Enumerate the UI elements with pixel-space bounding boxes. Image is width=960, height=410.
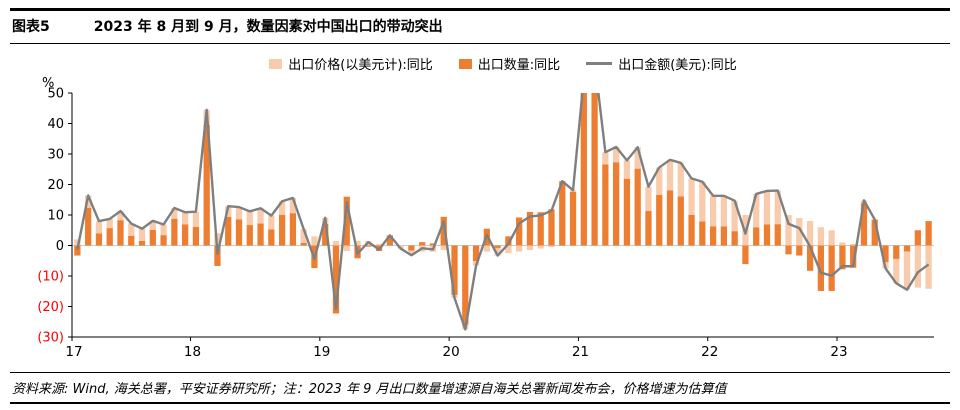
svg-text:22: 22 bbox=[701, 344, 718, 360]
legend-item-export-quantity: 出口数量:同比 bbox=[458, 54, 561, 73]
chart-canvas: 50 40 30 20 10 0 (10) (20) (30)17 18 19 20 21 22 23% bbox=[37, 76, 934, 360]
svg-text:0: 0 bbox=[56, 239, 64, 254]
legend-label-price: 出口价格(以美元计):同比 bbox=[288, 58, 433, 73]
svg-text:18: 18 bbox=[184, 344, 201, 360]
svg-text:23: 23 bbox=[830, 344, 847, 360]
chart-area: 出口价格(以美元计):同比 出口数量:同比 出口金额(美元):同比 50 40 30… bbox=[10, 44, 950, 372]
svg-text:(20): (20) bbox=[37, 300, 64, 315]
figure-title: 2023 年 8 月到 9 月，数量因素对中国出口的带动突出 bbox=[93, 19, 443, 35]
svg-text:19: 19 bbox=[313, 344, 330, 360]
quantity-bar-swatch-icon bbox=[458, 58, 472, 69]
legend-label-quantity: 出口数量:同比 bbox=[477, 58, 561, 73]
svg-text:%: % bbox=[42, 76, 54, 91]
svg-text:20: 20 bbox=[47, 178, 64, 193]
legend-item-export-value: 出口金额(美元):同比 bbox=[586, 54, 737, 73]
svg-text:30: 30 bbox=[47, 148, 64, 163]
value-line-swatch-icon bbox=[586, 62, 613, 65]
svg-text:50: 50 bbox=[47, 87, 64, 102]
svg-text:(30): (30) bbox=[37, 331, 64, 346]
svg-text:17: 17 bbox=[65, 344, 82, 360]
source-note: 资料来源: Wind, 海关总署，平安证券研究所；注：2023 年 9 月出口数… bbox=[12, 382, 727, 397]
chart-legend: 出口价格(以美元计):同比 出口数量:同比 出口金额(美元):同比 bbox=[10, 54, 950, 73]
figure-header: 图表5 2023 年 8 月到 9 月，数量因素对中国出口的带动突出 bbox=[10, 8, 950, 44]
svg-text:40: 40 bbox=[47, 117, 64, 132]
svg-text:21: 21 bbox=[572, 344, 589, 360]
price-bar-swatch-icon bbox=[269, 58, 283, 69]
figure-footer: 资料来源: Wind, 海关总署，平安证券研究所；注：2023 年 9 月出口数… bbox=[10, 372, 950, 404]
svg-text:(10): (10) bbox=[37, 270, 64, 285]
svg-text:10: 10 bbox=[47, 209, 64, 224]
legend-item-export-price: 出口价格(以美元计):同比 bbox=[269, 54, 433, 73]
svg-text:20: 20 bbox=[443, 344, 460, 360]
figure-number: 图表5 bbox=[12, 19, 50, 35]
legend-label-value: 出口金额(美元):同比 bbox=[618, 58, 737, 73]
